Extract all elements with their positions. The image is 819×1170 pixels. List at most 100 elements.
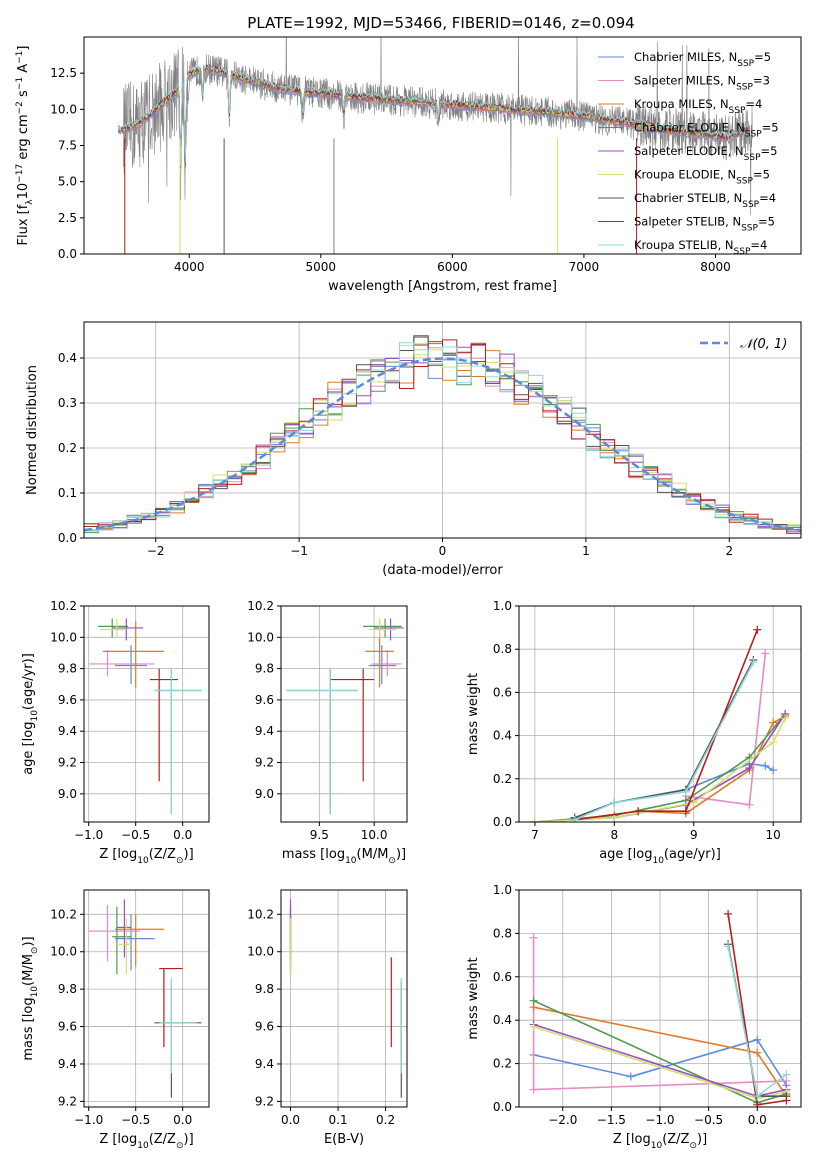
- weight-point-marker: [529, 933, 538, 942]
- y-tick-label: 2.5: [58, 211, 77, 225]
- weight-point-marker: [753, 1092, 762, 1101]
- weight-point-marker: [745, 800, 754, 809]
- weight-point-marker: [753, 1035, 762, 1044]
- x-tick-label: 9.5: [310, 828, 329, 842]
- plot-area: [529, 909, 791, 1107]
- y-tick-label: 9.8: [255, 982, 274, 996]
- weight-point-marker: [769, 738, 778, 747]
- age-vs-mass-panel: 9.5 10.0 9.0 9.2 9.4 9.6 9.8 10.0 10.2 mass [log1…: [247, 599, 408, 866]
- weight-point-marker: [626, 1072, 635, 1081]
- x-tick-label: −1.0: [645, 1113, 674, 1127]
- weight-point-marker: [724, 909, 733, 918]
- weight-point-marker: [610, 798, 619, 807]
- y-tick-label: 9.2: [58, 1094, 77, 1108]
- normal-curve: [84, 357, 801, 532]
- residual-histogram: [84, 342, 801, 531]
- weight-point-marker: [689, 798, 698, 807]
- x-tick-label: 2: [725, 544, 733, 558]
- weight-point-marker: [769, 766, 778, 775]
- x-tick-label: 6000: [437, 260, 468, 274]
- x-tick-label: 10.0: [361, 828, 388, 842]
- weight-point-marker: [724, 942, 733, 951]
- weight-series-line: [574, 629, 759, 821]
- legend-label: Chabrier STELIB, NSSP=4: [634, 191, 776, 210]
- y-tick-label: 0.8: [493, 642, 512, 656]
- axes-frame: [280, 605, 408, 823]
- legend-label: Chabrier MILES, NSSP=5: [634, 50, 771, 69]
- x-tick-label: −1.0: [74, 1113, 103, 1127]
- y-tick-label: 0.0: [493, 1100, 512, 1114]
- x-tick-label: 4000: [174, 260, 205, 274]
- axes-frame: [83, 889, 210, 1108]
- x-tick-label: 8000: [700, 260, 731, 274]
- weight-point-marker: [745, 764, 754, 772]
- x-tick-label: 0: [439, 544, 447, 558]
- model-spectrum-line: [117, 65, 749, 166]
- weight-point-marker: [681, 807, 690, 816]
- y-tick-label: 0.6: [493, 970, 512, 984]
- weight-point-marker: [769, 718, 778, 727]
- axes-frame: [83, 605, 210, 823]
- plot-area: [286, 618, 404, 815]
- x-tick-label: 0.0: [173, 828, 192, 842]
- y-tick-label: 9.8: [58, 982, 77, 996]
- x-tick-label: 9: [690, 828, 698, 842]
- y-tick-label: 0.2: [493, 772, 512, 786]
- y-axis-label: Normed distribution: [25, 365, 40, 495]
- legend-label: 𝒩(0, 1): [740, 337, 787, 352]
- weight-point-marker: [761, 761, 770, 770]
- plot-area: [88, 899, 202, 1098]
- weight-point-marker: [753, 625, 762, 634]
- x-tick-label: 0.0: [748, 1113, 767, 1127]
- weight-point-marker: [781, 714, 790, 723]
- y-tick-label: 10.0: [50, 102, 77, 116]
- x-tick-label: −2: [147, 544, 165, 558]
- legend-label: Salpeter ELODIE, NSSP=5: [634, 144, 777, 163]
- y-tick-label: 1.0: [493, 883, 512, 897]
- plot-area: [84, 335, 801, 534]
- y-tick-label: 0.4: [493, 729, 512, 743]
- y-tick-label: 10.0: [247, 630, 274, 644]
- weight-point-marker: [782, 1096, 791, 1105]
- y-tick-label: 10.0: [247, 945, 274, 959]
- plot-area: [117, 37, 753, 254]
- y-tick-label: 10.2: [50, 907, 77, 921]
- y-tick-label: 7.5: [58, 139, 77, 153]
- y-tick-label: 0.6: [493, 685, 512, 699]
- weight-series-line: [574, 661, 755, 821]
- legend-label: Kroupa ELODIE, NSSP=5: [634, 168, 770, 187]
- figure-title: PLATE=1992, MJD=53466, FIBERID=0146, z=0…: [247, 14, 634, 32]
- legend-label: Kroupa MILES, NSSP=4: [634, 97, 762, 116]
- weight-point-marker: [634, 807, 643, 816]
- y-tick-label: 10.0: [50, 630, 77, 644]
- x-axis-label: mass [log10(M/M⊙)]: [282, 847, 406, 866]
- x-tick-label: −0.5: [694, 1113, 723, 1127]
- legend-label: Salpeter STELIB, NSSP=5: [634, 215, 775, 234]
- y-tick-label: 9.2: [255, 756, 274, 770]
- plot-area: [530, 625, 790, 822]
- mass-vs-ebv-panel: 0.0 0.1 0.2 9.2 9.4 9.6 9.8 10.0 10.2 E(B-V): [247, 889, 408, 1147]
- weight-point-marker: [529, 1085, 538, 1094]
- y-tick-label: 9.0: [58, 787, 77, 801]
- x-tick-label: 0.0: [173, 1113, 192, 1127]
- y-tick-label: 0.8: [493, 926, 512, 940]
- x-tick-label: 0.0: [281, 1113, 300, 1127]
- x-tick-label: −2.0: [548, 1113, 577, 1127]
- y-tick-label: 9.4: [58, 724, 77, 738]
- y-tick-label: 0.2: [58, 441, 77, 455]
- y-tick-label: 0.0: [58, 247, 77, 261]
- weight-vs-age-panel: 7 8 9 10 0.0 0.2 0.4 0.6 0.8 1.0 age [log10(age/yr…: [466, 599, 802, 866]
- x-axis-label: E(B-V): [324, 1132, 364, 1147]
- y-tick-label: 0.0: [493, 815, 512, 829]
- x-tick-label: 0.2: [376, 1113, 395, 1127]
- y-tick-label: 9.6: [58, 1020, 77, 1034]
- y-tick-label: 9.4: [58, 1057, 77, 1071]
- x-tick-label: −0.5: [121, 828, 150, 842]
- x-tick-label: 7000: [569, 260, 600, 274]
- mass-vs-metallicity-panel: −1.0 −0.5 0.0 9.2 9.4 9.6 9.8 10.0 10.2 Z [log10(…: [21, 889, 210, 1151]
- y-tick-label: 10.2: [50, 599, 77, 613]
- x-axis-label: age [log10(age/yr)]: [599, 847, 721, 866]
- weight-point-marker: [761, 649, 770, 658]
- legend-label: Salpeter MILES, NSSP=3: [634, 74, 770, 93]
- spectrum-panel: 4000 5000 6000 7000 8000 0.0 2.5 5.0 7.5 10.0 12.5…: [15, 36, 802, 294]
